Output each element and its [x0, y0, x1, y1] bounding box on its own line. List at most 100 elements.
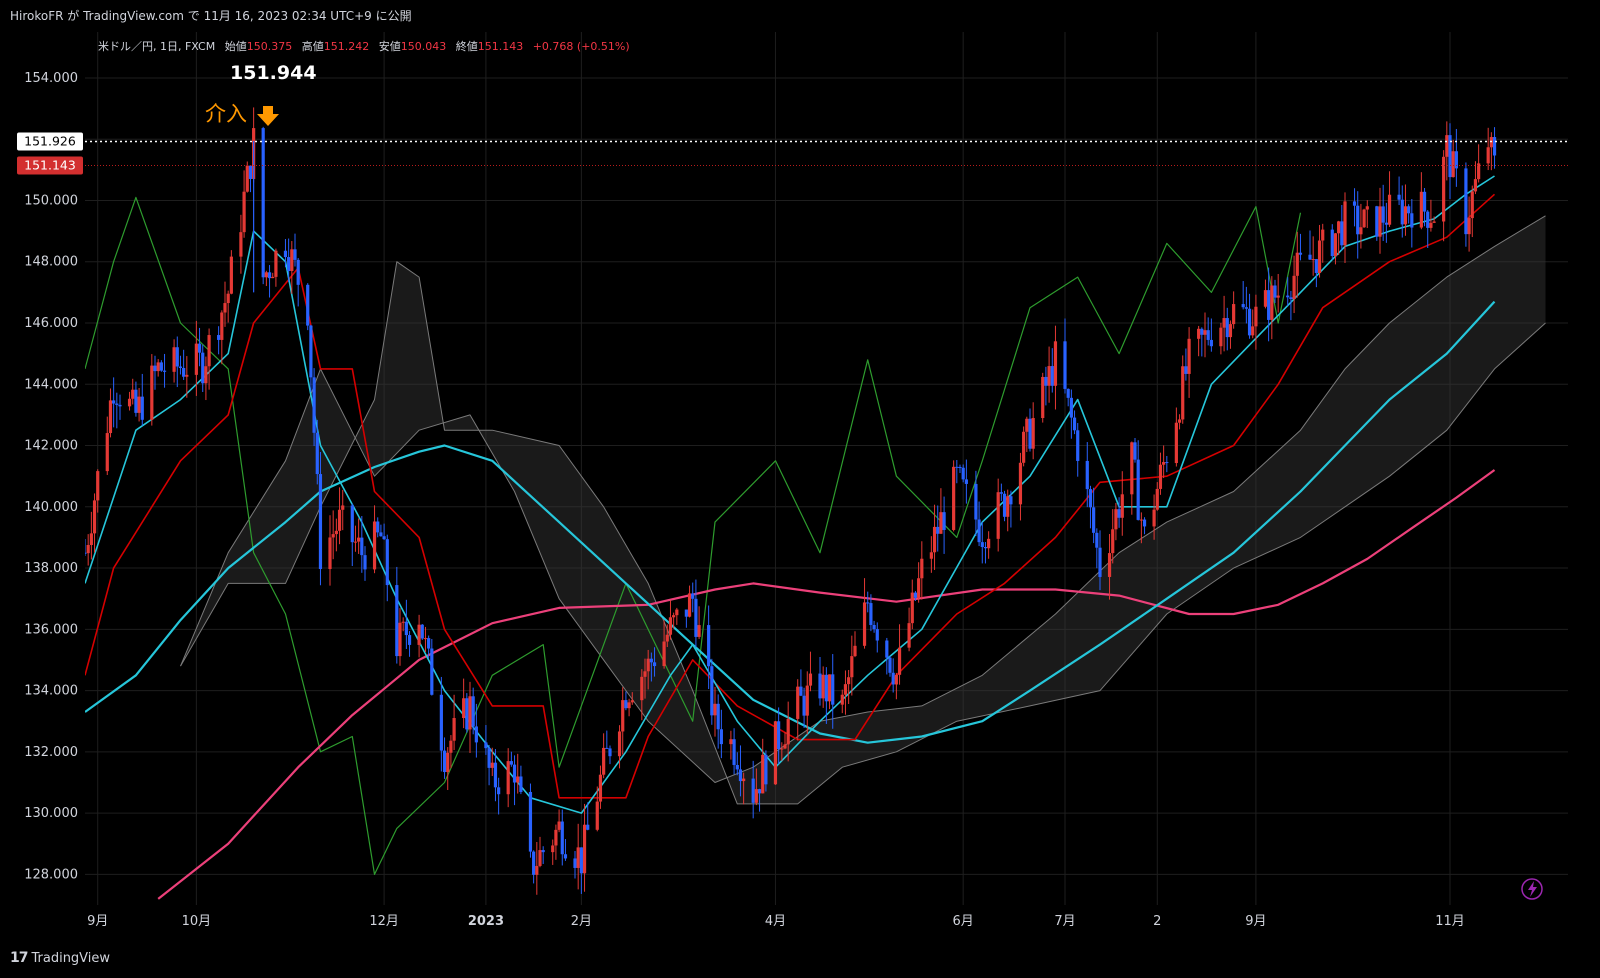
candle [442, 737, 447, 779]
candle [1120, 471, 1124, 536]
candle [649, 652, 653, 682]
candle [853, 631, 857, 658]
intervention-arrow-icon [257, 106, 279, 126]
cloud-fill [180, 215, 1546, 804]
x-tick-label: 9月 [87, 914, 108, 929]
candle [1197, 325, 1201, 357]
candle [334, 518, 338, 552]
candle [1009, 490, 1013, 528]
candle [229, 250, 233, 295]
intervention-annotation: 介入 [205, 102, 247, 126]
candle [1308, 230, 1312, 260]
high-label: 高値 [301, 40, 324, 53]
x-tick-label: 6月 [953, 914, 974, 929]
candle [1343, 192, 1347, 263]
candle [1162, 445, 1166, 479]
candle [1098, 530, 1102, 591]
candle [248, 165, 253, 193]
candle [293, 233, 297, 267]
candle [608, 745, 612, 765]
candle [487, 744, 491, 786]
candle [735, 752, 739, 776]
candle [92, 493, 97, 553]
candle [1330, 224, 1334, 260]
svg-text:151.143: 151.143 [24, 157, 76, 172]
candle [528, 783, 533, 858]
candle [283, 239, 288, 268]
candle [1066, 388, 1070, 407]
candle [665, 624, 669, 648]
tenkan-line [84, 175, 1495, 814]
candle [1267, 267, 1271, 342]
candle [936, 505, 940, 552]
candle [271, 272, 275, 279]
candle [1426, 210, 1430, 248]
time-axis[interactable]: 9月 10月 12月 2023 2月 4月 6月 7月 2 9月 11月 [87, 914, 1465, 929]
candle [1375, 205, 1379, 241]
candle [1177, 414, 1182, 430]
candle [732, 728, 736, 775]
candle [350, 503, 354, 567]
candle [1063, 318, 1067, 394]
candle [1130, 441, 1134, 515]
candle [843, 670, 848, 715]
candle [1298, 233, 1303, 261]
publish-text: HirokoFR が TradingView.com で 11月 16, 202… [10, 9, 412, 23]
candle [694, 579, 698, 648]
candle [579, 847, 583, 894]
candle [719, 709, 723, 759]
candle [306, 283, 310, 331]
x-tick-label: 2023 [468, 914, 504, 929]
candle [423, 626, 428, 653]
candle [1225, 307, 1229, 351]
candle [1247, 293, 1252, 339]
candle [267, 265, 272, 298]
candle [840, 689, 844, 714]
price-axis[interactable]: 154.000152.000150.000148.000146.000144.0… [0, 32, 85, 905]
candle [563, 839, 568, 861]
candle [290, 241, 294, 294]
candle [1092, 487, 1096, 544]
candle [862, 578, 867, 649]
tradingview-logo[interactable]: 17 TradingView [10, 948, 110, 968]
candle [983, 542, 988, 564]
candle [217, 326, 221, 355]
candle [1467, 196, 1471, 252]
candle [194, 320, 198, 396]
candle [1181, 355, 1185, 424]
candle [201, 344, 205, 392]
x-tick-label: 4月 [765, 914, 786, 929]
lightning-icon[interactable] [1521, 878, 1543, 900]
candle [888, 655, 892, 677]
kijun-line [84, 193, 1496, 799]
candle [89, 511, 93, 560]
x-tick-label: 9月 [1245, 914, 1266, 929]
candle [1031, 402, 1035, 460]
candle [554, 824, 558, 860]
candle [1044, 366, 1048, 406]
candle [1486, 127, 1490, 171]
candle [1006, 489, 1010, 532]
candle [802, 687, 806, 729]
candle [777, 707, 781, 765]
low-value: 150.043 [400, 40, 447, 53]
candle [818, 657, 822, 706]
candle [315, 419, 319, 485]
candle [710, 658, 714, 725]
candle [684, 609, 688, 628]
y-tick-label: 132.000 [24, 745, 78, 760]
candle [538, 836, 542, 868]
candle [318, 452, 323, 586]
candle [112, 377, 116, 428]
symbol-legend[interactable]: 米ドル／円, 1日, FXCM 始値150.375 高値151.242 安値15… [98, 38, 630, 54]
candle [751, 760, 755, 819]
candle [1139, 512, 1143, 544]
candle [1206, 317, 1210, 346]
candle [602, 733, 606, 779]
candle [204, 356, 208, 401]
candle [108, 388, 113, 438]
candle [576, 823, 580, 890]
candle [1025, 416, 1029, 453]
candle [646, 649, 650, 690]
